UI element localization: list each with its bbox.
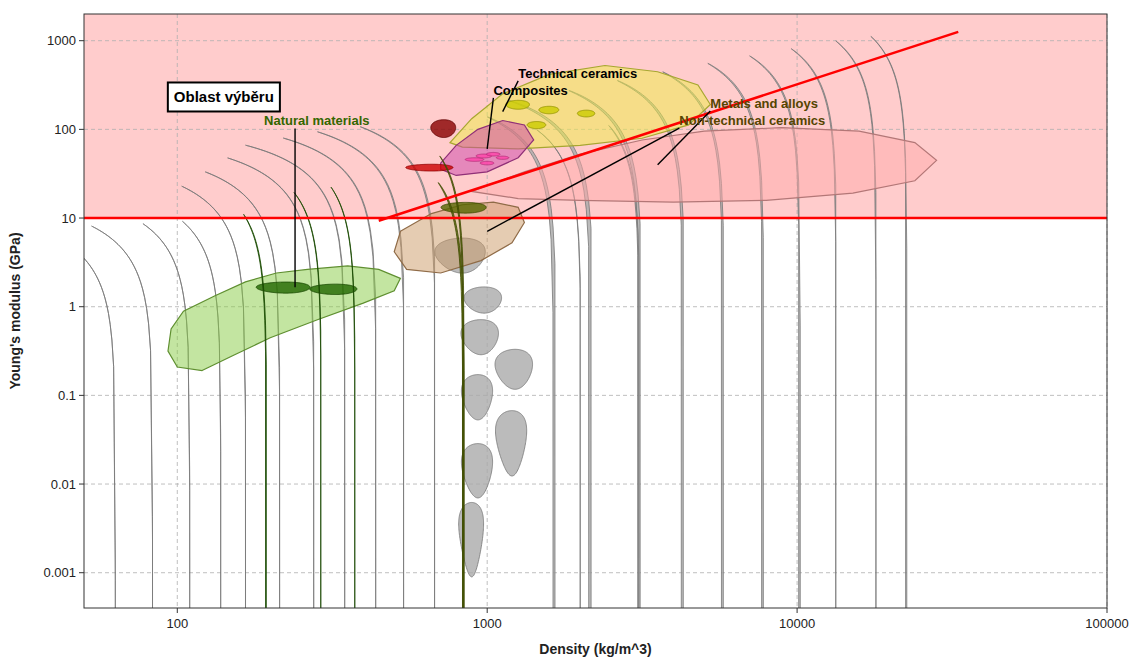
material-region xyxy=(168,266,400,371)
annotation-text: Composites xyxy=(493,83,567,98)
material-ellipse xyxy=(495,411,526,476)
y-tick-label: 100 xyxy=(54,122,76,137)
annotation-leader xyxy=(487,128,679,231)
grid-line-y xyxy=(84,218,1107,219)
grid-line-y xyxy=(84,40,1107,41)
y-tick xyxy=(79,218,84,219)
x-tick xyxy=(797,608,798,613)
x-axis-label: Density (kg/m^3) xyxy=(539,641,651,657)
y-tick xyxy=(79,395,84,396)
material-ellipse xyxy=(283,138,430,608)
x-tick xyxy=(487,608,488,613)
material-region xyxy=(472,128,937,202)
annotation-text: Non-technical ceramics xyxy=(679,113,825,128)
material-ellipse xyxy=(539,106,559,113)
material-ellipse xyxy=(577,110,594,117)
material-ellipse xyxy=(537,130,613,608)
selection-limit xyxy=(84,217,1107,220)
material-ellipse xyxy=(331,187,373,608)
ellipse-group xyxy=(244,187,374,608)
axes: 100 1000 10000 100000 0.001 0.01 0.1 1 10 100 1000 xyxy=(43,33,1128,631)
y-tick-label: 0.001 xyxy=(43,565,76,580)
grid-line-y xyxy=(84,395,1107,396)
ellipse-group xyxy=(438,156,486,608)
annotation-leader xyxy=(487,98,493,149)
material-ellipse xyxy=(527,122,546,129)
annotation-leader xyxy=(294,128,295,287)
y-tick-label: 10 xyxy=(62,211,76,226)
material-ellipse xyxy=(205,172,327,608)
data-layer xyxy=(84,32,1107,608)
annotation-text: Technical ceramics xyxy=(518,66,637,81)
annotations: Oblast výběru Technical ceramics Composite… xyxy=(168,66,825,129)
selection-label: Oblast výběru xyxy=(174,88,274,105)
x-tick xyxy=(177,608,178,613)
material-ellipse xyxy=(495,349,533,389)
x-tick-label: 10000 xyxy=(779,616,815,631)
y-tick-label: 1000 xyxy=(47,33,76,48)
annotation-leaders xyxy=(295,81,710,287)
material-ellipse xyxy=(461,320,499,355)
material-ellipse xyxy=(143,224,224,608)
y-tick-label: 0.01 xyxy=(51,477,76,492)
grid-line-y xyxy=(84,572,1107,573)
selection-label-box xyxy=(168,82,280,111)
material-ellipse xyxy=(465,158,484,162)
annotation-text: Metals and alloys xyxy=(710,96,818,111)
x-tick-label: 100000 xyxy=(1085,616,1128,631)
material-ellipse xyxy=(182,186,289,608)
y-tick xyxy=(79,40,84,41)
x-tick-label: 100 xyxy=(166,616,188,631)
selection-zone xyxy=(84,14,1107,218)
material-ellipse xyxy=(182,221,250,608)
chart: 100 1000 10000 100000 0.001 0.01 0.1 1 10 100 1000… xyxy=(0,0,1141,666)
material-ellipse xyxy=(496,156,508,159)
y-tick xyxy=(79,572,84,573)
material-ellipse xyxy=(506,100,530,109)
ellipse-group xyxy=(506,100,595,128)
material-ellipse xyxy=(244,214,282,608)
material-ellipse xyxy=(464,287,502,313)
span-layer xyxy=(84,14,1107,218)
y-tick xyxy=(79,129,84,130)
x-tick-label: 1000 xyxy=(473,616,502,631)
material-ellipse xyxy=(441,202,486,213)
material-ellipse xyxy=(246,145,402,608)
material-ellipse xyxy=(461,444,492,498)
material-ellipse xyxy=(294,193,341,608)
material-ellipse xyxy=(310,284,357,294)
material-ellipse xyxy=(360,127,482,608)
plot-background xyxy=(84,14,1107,608)
grid-line-y xyxy=(84,484,1107,485)
material-ellipse xyxy=(871,36,933,608)
material-ellipse xyxy=(438,183,472,608)
annotation-text: Natural materials xyxy=(264,113,370,128)
grid xyxy=(84,14,1107,608)
material-ellipse xyxy=(461,375,492,420)
plot-frame xyxy=(84,14,1107,608)
material-ellipse xyxy=(440,156,476,608)
x-tick xyxy=(1107,608,1108,613)
material-ellipse xyxy=(480,161,494,165)
ellipse-group xyxy=(465,152,509,164)
material-ellipse xyxy=(256,282,310,293)
material-ellipse xyxy=(486,152,500,156)
material-ellipse xyxy=(836,41,905,608)
material-ellipse xyxy=(92,226,195,608)
ellipse-group xyxy=(431,120,456,138)
y-tick xyxy=(79,306,84,307)
y-tick-label: 0.1 xyxy=(58,388,76,403)
y-tick-label: 1 xyxy=(69,299,76,314)
material-ellipse xyxy=(84,242,152,608)
y-axis-label: Young's modulus (GPa) xyxy=(7,232,23,389)
ellipse-group xyxy=(84,36,933,608)
selection-line xyxy=(379,32,959,221)
material-ellipse xyxy=(431,120,456,138)
y-tick xyxy=(79,484,84,485)
